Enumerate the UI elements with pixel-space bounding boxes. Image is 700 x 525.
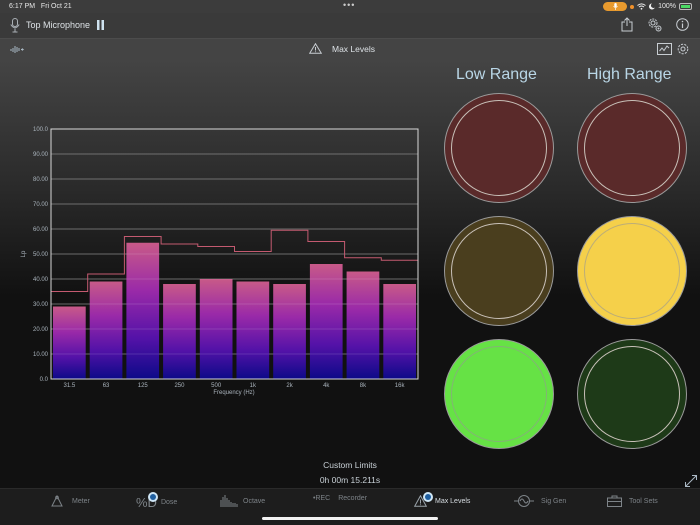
svg-text:80.00: 80.00	[33, 177, 49, 183]
bar-63	[89, 281, 123, 379]
status-time: 6:17 PM Fri Oct 21	[9, 3, 72, 10]
meter-icon	[51, 495, 63, 507]
svg-text:125: 125	[138, 383, 149, 389]
bar-31.5	[53, 306, 86, 379]
moon-icon	[649, 3, 655, 10]
limits-mode[interactable]: Custom Limits	[323, 460, 377, 470]
bar-125	[126, 242, 160, 379]
high-range-green-light	[577, 339, 687, 449]
bar-4k	[309, 264, 343, 379]
low-range-green-light	[444, 339, 554, 449]
sig-gen-icon	[514, 495, 534, 507]
low-range-title: Low Range	[456, 66, 537, 83]
max-level-line	[51, 229, 418, 292]
y-axis-label: Lp	[21, 250, 27, 257]
warning-triangle-icon	[309, 43, 322, 54]
svg-text:63: 63	[103, 383, 110, 389]
svg-text:100.0: 100.0	[33, 127, 49, 133]
multitasking-dots-icon[interactable]: •••	[343, 0, 356, 10]
mic-active-icon	[603, 2, 628, 11]
orange-dot-icon	[630, 4, 635, 9]
elapsed-time: 0h 00m 15.211s	[319, 475, 381, 485]
octave-icon	[220, 495, 238, 507]
svg-text:0.0: 0.0	[40, 377, 49, 383]
rec-icon: •REC	[313, 495, 331, 502]
bar-8k	[346, 271, 380, 379]
low-range-yellow-light	[444, 216, 554, 326]
bar-16k	[383, 284, 416, 379]
y-axis-ticks: 0.0 10.00 20.00 30.00 40.00 50.00 60.00 70.00 80…	[33, 127, 49, 383]
svg-text:250: 250	[174, 383, 185, 389]
expand-icon[interactable]	[684, 474, 698, 488]
tab-octave[interactable]: Octave	[220, 495, 265, 507]
tab-max-levels[interactable]: Max Levels	[414, 495, 470, 507]
high-range-title: High Range	[587, 66, 672, 83]
status-icons: 100%	[603, 2, 692, 11]
tab-meter[interactable]: Meter	[51, 495, 90, 507]
svg-text:31.5: 31.5	[64, 383, 76, 389]
chart-frame	[50, 128, 419, 380]
battery-percent: 100%	[658, 3, 676, 10]
gear-icon[interactable]	[677, 43, 689, 55]
svg-text:2k: 2k	[286, 383, 293, 389]
view-title: Max Levels	[309, 43, 375, 54]
toolbox-icon	[607, 495, 622, 507]
max-levels-icon	[414, 495, 427, 507]
x-axis-label: Frequency (Hz)	[213, 390, 254, 396]
svg-text:4k: 4k	[323, 383, 330, 389]
tab-tool-sets[interactable]: Tool Sets	[607, 495, 658, 507]
bar-2k	[273, 284, 306, 379]
view-title-label: Max Levels	[332, 43, 375, 54]
high-range-yellow-light	[577, 216, 687, 326]
svg-text:30.00: 30.00	[33, 302, 49, 308]
high-range-red-light	[577, 93, 687, 203]
svg-text:60.00: 60.00	[33, 227, 49, 233]
svg-text:10.00: 10.00	[33, 352, 49, 358]
svg-text:16k: 16k	[395, 383, 406, 389]
chart-bars	[51, 128, 418, 380]
battery-charging-icon	[679, 3, 692, 10]
microphone-icon[interactable]	[10, 18, 20, 33]
svg-text:20.00: 20.00	[33, 327, 49, 333]
svg-text:50.00: 50.00	[33, 252, 49, 258]
octave-band-chart: 0.0 10.00 20.00 30.00 40.00 50.00 60.00 70.00 80…	[21, 127, 419, 396]
svg-text:90.00: 90.00	[33, 152, 49, 158]
low-range-red-light	[444, 93, 554, 203]
status-bar: 6:17 PM Fri Oct 21 ••• 100%	[0, 0, 700, 13]
graph-icon[interactable]	[657, 43, 672, 55]
input-source-label[interactable]: Top Microphone	[26, 20, 91, 30]
waveform-icon[interactable]	[10, 45, 26, 54]
pause-icon[interactable]	[97, 20, 104, 30]
max-levels-running-badge-icon	[423, 492, 433, 502]
svg-text:500: 500	[211, 383, 222, 389]
x-axis-ticks: 31.5 63 125 250 500 1k 2k 4k 8k 16k	[64, 383, 406, 389]
home-indicator[interactable]	[262, 517, 438, 520]
info-icon[interactable]	[676, 18, 689, 31]
svg-text:1k: 1k	[250, 383, 257, 389]
bar-500	[199, 279, 233, 379]
settings-gear-icon[interactable]	[646, 16, 663, 33]
bar-1k	[236, 281, 270, 379]
bar-250	[163, 284, 196, 379]
tab-sig-gen[interactable]: Sig Gen	[514, 495, 566, 507]
wifi-icon	[637, 3, 646, 10]
share-icon[interactable]	[621, 17, 633, 32]
svg-text:70.00: 70.00	[33, 202, 49, 208]
svg-text:40.00: 40.00	[33, 277, 49, 283]
tab-recorder[interactable]: •REC Recorder	[313, 495, 368, 502]
dose-running-badge-icon	[148, 492, 158, 502]
header-toolbar: Top Microphone	[0, 13, 700, 38]
view-toolbar: Max Levels	[0, 38, 700, 60]
svg-text:8k: 8k	[360, 383, 367, 389]
